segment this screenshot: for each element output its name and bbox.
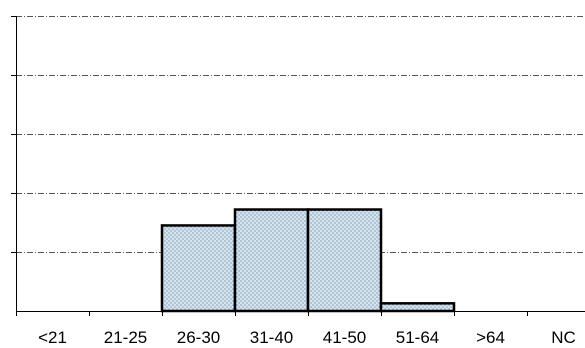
x-tick-label: NC (551, 328, 576, 347)
x-tick-label: <21 (38, 328, 67, 347)
gridlines (11, 16, 585, 311)
bars (160, 208, 456, 313)
x-tick-labels: <21 21-25 26-30 31-40 41-50 51-64 >64 NC (38, 328, 576, 347)
x-tick-label: 41-50 (323, 328, 366, 347)
x-tick-label: 31-40 (250, 328, 293, 347)
bar-41-50 (306, 208, 383, 313)
bar-51-64 (379, 302, 456, 313)
x-tick-label: 51-64 (396, 328, 439, 347)
x-axis (16, 311, 585, 316)
x-tick-label: 21-25 (104, 328, 147, 347)
x-tick-label: >64 (476, 328, 505, 347)
x-tick-label: 26-30 (177, 328, 220, 347)
bar-26-30 (160, 224, 237, 313)
bar-31-40 (233, 208, 310, 313)
